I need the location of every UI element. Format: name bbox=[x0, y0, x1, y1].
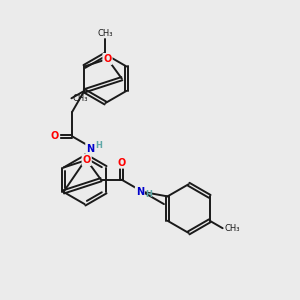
Text: O: O bbox=[51, 131, 59, 141]
Text: H: H bbox=[96, 141, 103, 150]
Text: CH₃: CH₃ bbox=[73, 94, 88, 103]
Text: N: N bbox=[136, 187, 144, 197]
Text: N: N bbox=[86, 143, 94, 154]
Text: O: O bbox=[103, 54, 112, 64]
Text: O: O bbox=[82, 155, 91, 165]
Text: CH₃: CH₃ bbox=[98, 29, 113, 38]
Text: O: O bbox=[118, 158, 126, 168]
Text: H: H bbox=[145, 190, 152, 200]
Text: CH₃: CH₃ bbox=[224, 224, 240, 233]
